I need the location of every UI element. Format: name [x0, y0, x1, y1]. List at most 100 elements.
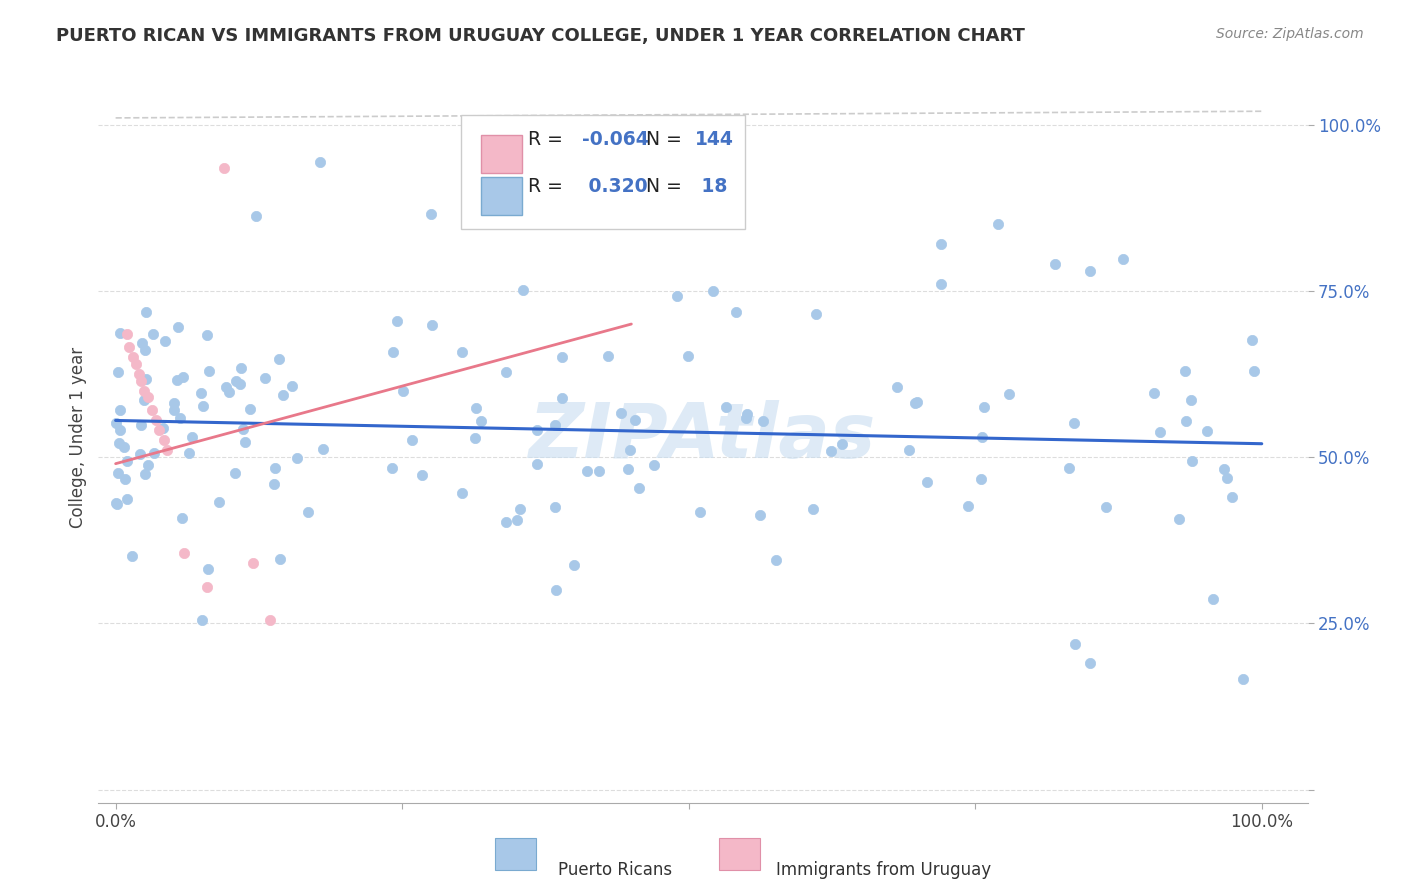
Point: [970, 472, 993, 486]
Point: [142, 326, 165, 341]
Point: [115, 453, 138, 467]
Point: [550, 392, 572, 406]
Point: [392, 384, 415, 399]
Point: [131, 336, 153, 351]
Point: [129, 374, 152, 388]
Point: [624, 413, 647, 427]
Point: [1232, 672, 1254, 686]
Point: [451, 486, 474, 500]
Point: [422, 318, 444, 332]
Point: [1112, 252, 1135, 267]
Point: [163, 403, 186, 417]
Text: 144: 144: [695, 130, 734, 149]
Point: [1078, 264, 1101, 278]
Point: [724, 305, 747, 319]
Point: [820, 444, 842, 458]
Point: [1240, 333, 1263, 347]
Point: [451, 345, 474, 359]
Point: [1078, 656, 1101, 670]
Point: [115, 326, 138, 341]
Point: [420, 207, 443, 221]
Point: [526, 423, 548, 437]
Point: [110, 326, 132, 341]
Point: [195, 580, 218, 594]
Point: [997, 387, 1019, 401]
Point: [191, 399, 214, 413]
FancyBboxPatch shape: [718, 838, 759, 870]
Point: [135, 372, 157, 386]
Point: [231, 360, 253, 375]
Point: [108, 424, 131, 438]
Point: [208, 494, 231, 508]
Point: [121, 549, 143, 563]
Y-axis label: College, Under 1 year: College, Under 1 year: [69, 346, 87, 528]
Point: [264, 461, 287, 475]
Point: [1195, 424, 1218, 438]
Point: [886, 379, 908, 393]
Point: [239, 402, 262, 417]
Point: [233, 434, 256, 449]
Point: [141, 403, 163, 417]
Point: [115, 492, 138, 507]
Point: [735, 410, 758, 425]
Point: [229, 376, 252, 391]
Point: [134, 467, 156, 481]
Point: [134, 393, 156, 408]
Point: [173, 546, 195, 560]
Point: [105, 496, 128, 510]
Point: [1181, 454, 1204, 468]
Point: [381, 345, 404, 359]
Point: [1180, 393, 1202, 408]
Point: [1174, 364, 1197, 378]
Point: [143, 446, 166, 460]
Point: [973, 401, 995, 415]
Point: [765, 553, 787, 567]
Text: -0.064: -0.064: [582, 130, 648, 149]
Point: [1063, 416, 1085, 430]
Text: Puerto Ricans: Puerto Ricans: [558, 862, 672, 880]
Point: [714, 400, 737, 414]
Point: [627, 481, 650, 495]
Point: [470, 413, 492, 427]
Point: [1063, 637, 1085, 651]
Point: [1243, 364, 1265, 378]
Point: [105, 497, 128, 511]
Point: [308, 155, 330, 169]
Point: [153, 334, 176, 348]
Point: [929, 277, 952, 292]
Point: [512, 283, 534, 297]
Point: [271, 388, 294, 402]
Point: [751, 414, 773, 428]
Point: [1212, 462, 1234, 476]
Text: Immigrants from Uruguay: Immigrants from Uruguay: [776, 862, 991, 880]
Point: [195, 327, 218, 342]
Point: [643, 458, 665, 473]
Text: R =: R =: [527, 178, 568, 196]
Point: [177, 445, 200, 459]
Point: [735, 407, 758, 421]
Point: [136, 458, 159, 472]
Point: [107, 365, 129, 379]
Point: [506, 513, 529, 527]
Point: [214, 161, 236, 175]
Point: [689, 505, 711, 519]
Point: [245, 209, 267, 223]
Point: [108, 402, 131, 417]
FancyBboxPatch shape: [481, 135, 522, 173]
Point: [172, 370, 194, 384]
Point: [190, 613, 212, 627]
Text: 18: 18: [695, 178, 727, 196]
Point: [232, 422, 254, 436]
Point: [166, 373, 188, 387]
Point: [224, 466, 246, 480]
Point: [544, 417, 567, 432]
Point: [970, 429, 993, 443]
Text: N =: N =: [647, 130, 688, 149]
Point: [152, 434, 174, 448]
Point: [312, 442, 335, 457]
Point: [1045, 257, 1067, 271]
Point: [546, 582, 568, 597]
Point: [152, 420, 174, 434]
Point: [114, 472, 136, 486]
Point: [1216, 470, 1239, 484]
